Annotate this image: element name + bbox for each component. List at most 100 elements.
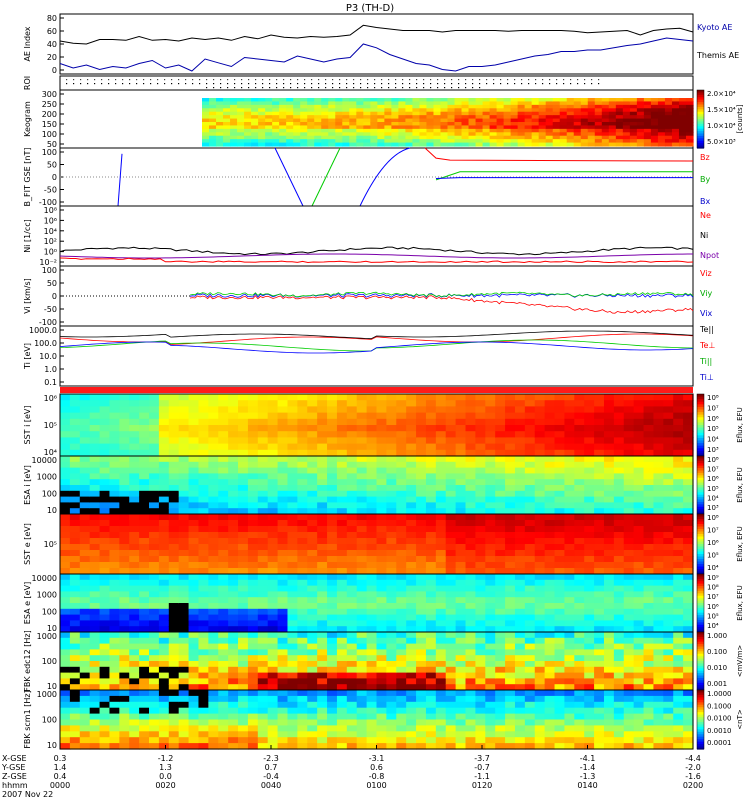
esa-i-cell [524,496,536,503]
esa-e-cell [346,597,358,604]
keogram-cell [426,118,435,123]
sst-e-cell [475,514,486,521]
esa-e-cell [386,603,397,610]
keogram-cell [363,101,371,106]
sst-e-cell [613,544,625,551]
keogram-cell [230,142,238,147]
esa-i-cell [386,485,397,492]
sst-i-cell [623,394,635,401]
esa-e-cell [99,597,111,604]
fbk-e-cell [416,655,427,662]
keogram-cell [377,122,385,127]
esa-i-cell [594,496,605,503]
density-ne-line [59,257,694,264]
sst-e-cell [188,562,200,569]
sst-e-colorbar-cell [697,514,704,518]
sst-e-cell [69,550,81,557]
sst-e-cell [366,514,378,521]
roi-dot [283,83,285,85]
sst-i-cell [89,418,101,426]
esa-e-colorbar-cell [697,607,704,611]
sst-i-cell [188,431,200,438]
esa-e-cell [356,620,368,627]
esa-i-cell [366,473,378,480]
keogram-cell [202,104,210,109]
esa-i-cell [534,490,546,498]
fbk-e-cell [643,678,655,685]
fbk-e-cell [475,655,486,662]
keogram-colorbar-cell [697,99,704,103]
roi-dot [185,83,187,85]
sst-e-cell [376,544,387,551]
sst-i-cell [60,394,71,401]
sst-i-cell [336,418,348,426]
sst-e-cell [406,550,417,557]
roi-dot [577,83,579,85]
keogram-cell [286,132,294,137]
esa-e-cell [307,626,318,633]
esa-i-cell [534,508,546,515]
sst-e-cell [188,556,200,563]
keogram-cell [384,139,392,144]
roi-dot [339,79,341,81]
esa-i-cell [594,508,605,515]
sst-e-cell [574,550,585,557]
fbk-e-colorbar-cell [697,658,704,662]
sst-e-cell [168,556,180,563]
esa-e-cell [584,574,595,581]
keogram-cell [223,142,231,147]
fbk-e-colorbar-cell [697,675,704,679]
keogram-cell [419,108,428,113]
keogram-cell [286,122,294,127]
sst-i-cell [228,412,239,420]
keogram-cell [650,101,659,106]
esa-i-cell [149,496,160,503]
sst-i-cell [238,400,249,407]
esa-e-cell [139,585,150,592]
sst-i-cell [208,394,219,401]
fbk-e-cell [69,643,81,650]
keogram-cell [405,128,414,133]
esa-i-cell [158,485,170,492]
velocity-ytick: -100 [39,318,57,327]
fbk-e-cell [297,649,308,656]
esa-e-cell [603,597,615,604]
fbk-e-cell [129,684,140,691]
esa-i-cell [445,479,457,486]
keogram-cell [678,125,687,130]
keogram-cell [419,118,428,123]
esa-i-cell [198,467,209,474]
sst-e-cell [663,568,674,575]
esa-e-cell [287,574,298,581]
keogram-cell [524,101,533,106]
fbk-e-cell [485,684,496,691]
keogram-cell [314,108,322,113]
esa-e-cell [168,591,180,598]
fbk-e-cell [495,672,506,679]
fbk-e-cell [683,649,694,656]
esa-i-cell [238,473,249,480]
fbk-e-cell [60,661,71,668]
fbk-b-cell [109,719,120,726]
sst-i-colorbar-cell [697,448,704,452]
sst-e-cell [465,538,477,545]
sst-i-cell [356,449,368,457]
fbk-b-cell [297,719,308,726]
keogram-cell [531,139,540,144]
keogram-cell [349,135,357,140]
esa-e-cell [178,579,190,587]
fbk-b-cell [257,743,269,750]
sst-i-cell [307,412,318,420]
sst-i-ylabel: SST i [eV] [23,406,32,445]
keogram-cell [412,135,421,140]
sst-i-cell [228,437,239,445]
esa-i-cell [287,461,298,469]
sst-i-cell [297,418,308,426]
roi-dot [388,79,390,81]
keogram-cell [433,132,442,137]
esa-e-cell [208,603,219,610]
keogram-cell [468,128,477,133]
fbk-e-cell [554,661,566,668]
keogram-cell [657,118,666,123]
sst-e-cell [297,514,308,521]
